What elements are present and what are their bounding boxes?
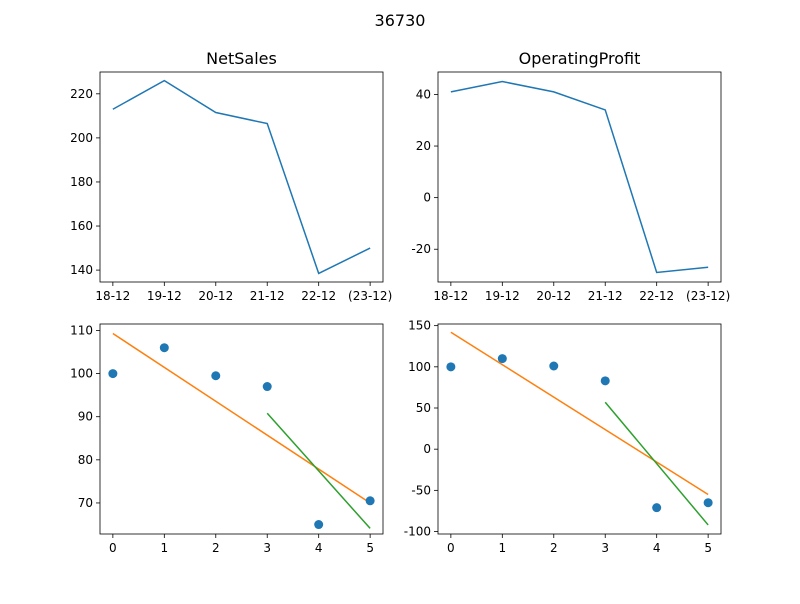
- x-tick-label: 18-12: [433, 289, 468, 303]
- x-tick-label: 19-12: [485, 289, 520, 303]
- trend-line: [451, 332, 708, 494]
- x-tick-label: 21-12: [588, 289, 623, 303]
- x-tick-label: 21-12: [250, 289, 285, 303]
- x-tick-label: 19-12: [147, 289, 182, 303]
- recent-trend-line: [267, 413, 370, 528]
- y-tick-label: 110: [70, 323, 93, 337]
- scatter-point: [446, 362, 455, 371]
- scatter-point: [366, 496, 375, 505]
- figure-suptitle: 36730: [375, 11, 426, 30]
- scatter-point: [601, 376, 610, 385]
- x-tick-label: 2: [550, 541, 558, 555]
- y-tick-label: -100: [404, 525, 431, 539]
- series-line: [451, 82, 708, 273]
- x-tick-label: 22-12: [639, 289, 674, 303]
- y-tick-label: 70: [78, 496, 93, 510]
- x-tick-label: (23-12): [686, 289, 730, 303]
- y-tick-label: 140: [70, 263, 93, 277]
- x-tick-label: 3: [601, 541, 609, 555]
- y-tick-label: 90: [78, 410, 93, 424]
- x-tick-label: 20-12: [536, 289, 571, 303]
- scatter-point: [314, 520, 323, 529]
- scatter-point: [211, 371, 220, 380]
- x-tick-label: 0: [109, 541, 117, 555]
- x-tick-label: 22-12: [301, 289, 336, 303]
- x-tick-label: (23-12): [348, 289, 392, 303]
- y-tick-label: 40: [416, 87, 431, 101]
- series-line: [113, 81, 370, 274]
- chart-panel-2: OperatingProfit 18-12 19-12 20-12 21-12 22-12…: [411, 49, 730, 303]
- scatter-point: [263, 382, 272, 391]
- y-tick-label: 150: [408, 319, 431, 333]
- y-tick-label: 80: [78, 453, 93, 467]
- scatter-point: [652, 503, 661, 512]
- scatter-point: [549, 362, 558, 371]
- axes-frame: [100, 324, 383, 534]
- x-tick-label: 1: [498, 541, 506, 555]
- panel-title: NetSales: [206, 49, 277, 68]
- x-tick-label: 2: [212, 541, 220, 555]
- trend-line: [113, 333, 370, 502]
- y-tick-label: 0: [423, 442, 431, 456]
- y-tick-label: 160: [70, 219, 93, 233]
- axes-frame: [438, 72, 721, 282]
- x-tick-label: 3: [263, 541, 271, 555]
- x-tick-label: 4: [653, 541, 661, 555]
- chart-panel-1: NetSales 18-12 19-12 20-12 21-12 22-12 (23-12)…: [70, 49, 392, 303]
- y-tick-label: 50: [416, 401, 431, 415]
- x-tick-label: 4: [315, 541, 323, 555]
- x-tick-label: 20-12: [198, 289, 233, 303]
- y-tick-label: 100: [70, 367, 93, 381]
- x-tick-label: 5: [704, 541, 712, 555]
- scatter-point: [160, 343, 169, 352]
- x-tick-label: 0: [447, 541, 455, 555]
- x-tick-label: 1: [160, 541, 168, 555]
- x-tick-label: 5: [366, 541, 374, 555]
- chart-panel-3: 0 1 2 3 4 5 70 80 90 100 110: [70, 323, 383, 555]
- panel-title: OperatingProfit: [519, 49, 641, 68]
- axes-frame: [100, 72, 383, 282]
- x-tick-label: 18-12: [95, 289, 130, 303]
- y-tick-label: -20: [411, 242, 431, 256]
- y-tick-label: 20: [416, 139, 431, 153]
- scatter-point: [704, 498, 713, 507]
- y-tick-label: 100: [408, 360, 431, 374]
- scatter-point: [498, 354, 507, 363]
- y-tick-label: -50: [411, 483, 431, 497]
- y-tick-label: 180: [70, 175, 93, 189]
- y-tick-label: 0: [423, 191, 431, 205]
- y-tick-label: 200: [70, 131, 93, 145]
- scatter-point: [108, 369, 117, 378]
- chart-panel-4: 0 1 2 3 4 5 -100 -50 0 50 100 150: [404, 319, 721, 555]
- y-tick-label: 220: [70, 87, 93, 101]
- axes-frame: [438, 324, 721, 534]
